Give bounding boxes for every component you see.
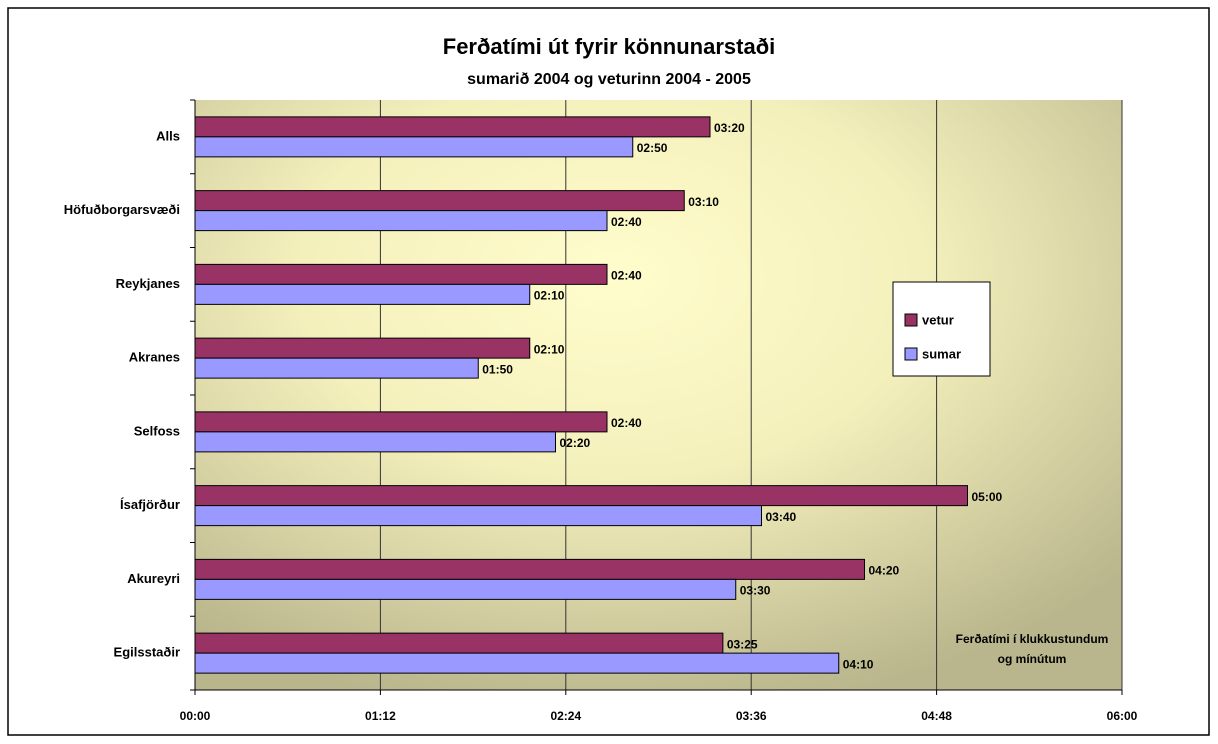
data-label: 03:25 [727,637,758,651]
annotation: Ferðatími í klukkustundum [956,632,1109,646]
y-tick-label: Reykjanes [116,276,180,291]
data-label: 02:20 [560,436,591,450]
x-tick-label: 04:48 [921,709,952,723]
bar [194,283,531,305]
data-label: 03:10 [688,195,719,209]
y-tick-label: Egilsstaðir [114,645,180,660]
data-label: 05:00 [972,490,1003,504]
bar [194,116,711,138]
data-label: 02:40 [611,215,642,229]
data-label: 03:40 [766,510,797,524]
bar [194,558,865,580]
y-tick-label: Höfuðborgarsvæði [64,202,180,217]
data-label: 04:10 [843,657,874,671]
bar [194,263,608,285]
bar [194,136,634,158]
data-label: 02:50 [637,141,668,155]
bar [194,190,685,212]
data-label: 03:20 [714,121,745,135]
data-label: 04:20 [869,564,900,578]
x-tick-label: 06:00 [1107,709,1138,723]
bar [194,357,479,379]
bar [194,431,556,453]
chart-title: Ferðatími út fyrir könnunarstaði [443,34,776,59]
legend-label: sumar [922,346,961,361]
x-tick-label: 01:12 [365,709,396,723]
y-tick-label: Akranes [129,350,180,365]
data-label: 01:50 [482,362,513,376]
legend-label: vetur [922,312,954,327]
bar [194,578,737,600]
bar [194,337,531,359]
legend-swatch [904,347,918,361]
x-tick-label: 00:00 [180,709,211,723]
y-tick-label: Ísafjörður [120,497,180,512]
legend [892,281,991,377]
bar [194,505,762,527]
y-tick-label: Selfoss [134,423,180,438]
data-label: 03:30 [740,584,771,598]
bars [194,116,968,674]
plot-area [195,100,1122,690]
bar [194,411,608,433]
y-tick-label: Alls [156,128,180,143]
chart-subtitle: sumarið 2004 og veturinn 2004 - 2005 [467,71,751,88]
data-label: 02:40 [611,269,642,283]
bar [194,485,968,507]
x-tick-label: 02:24 [550,709,581,723]
data-label: 02:10 [534,342,565,356]
bar [194,632,724,654]
bar [194,210,608,232]
y-tick-label: Akureyri [127,571,180,586]
x-tick-label: 03:36 [736,709,767,723]
bar [194,652,840,674]
data-label: 02:40 [611,416,642,430]
annotation: og mínútum [998,652,1067,666]
legend-swatch [904,313,918,327]
data-label: 02:10 [534,289,565,303]
